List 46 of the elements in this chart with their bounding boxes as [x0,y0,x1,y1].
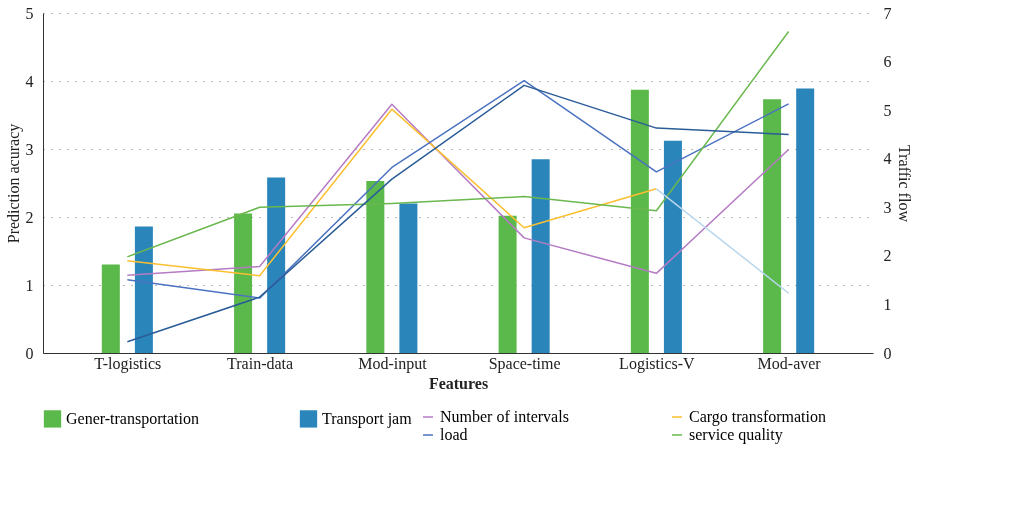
y2-tick-label: 1 [883,295,892,313]
bar [101,264,120,353]
y-tick-label: 3 [25,140,34,158]
bar [366,180,385,353]
bar [267,177,286,353]
bar [796,88,815,353]
line-series [126,79,790,299]
bar [134,226,153,353]
legend-label: load [440,426,468,443]
y2-tick-label: 3 [883,198,892,216]
y-tick-label: 4 [25,72,34,90]
y2-tick-label: 6 [883,53,892,71]
line-series [126,30,790,258]
bar [399,203,418,353]
bar [498,215,517,353]
bar [663,140,682,353]
x-tick-label: Train-data [227,354,294,372]
x-axis-title: Features [428,374,489,392]
legend-label: Transport jam [322,409,413,428]
line-series [126,108,658,277]
y2-tick-label: 4 [883,150,892,168]
line-series [126,103,790,277]
bar [763,99,782,353]
bar [531,159,550,353]
legend-label: Gener-transportation [66,409,199,428]
x-tick-label: Space-time [488,354,561,373]
y-tick-label: 1 [25,276,34,294]
y2-tick-label: 7 [883,4,892,22]
x-tick-label: Mod-input [358,354,428,373]
bar [234,213,253,353]
y2-tick-label: 5 [883,101,892,119]
y2-tick-label: 0 [883,344,892,362]
y2-axis-title: Traffic flow [895,145,913,223]
legend-label: Cargo transformation [689,408,827,426]
y-tick-label: 5 [25,4,34,22]
legend-label: Number of intervals [440,408,569,425]
line-series [126,84,790,343]
bar [630,89,649,353]
x-tick-label: T-logistics [94,354,162,373]
legend-label: service quality [689,426,783,444]
y-axis-title: Prediction acuracy [4,123,23,244]
x-tick-label: Mod-aver [757,354,822,372]
y-tick-label: 0 [25,344,34,362]
y-tick-label: 2 [25,208,34,226]
y2-tick-label: 2 [883,247,892,265]
x-tick-label: Logistics-V [619,354,696,373]
